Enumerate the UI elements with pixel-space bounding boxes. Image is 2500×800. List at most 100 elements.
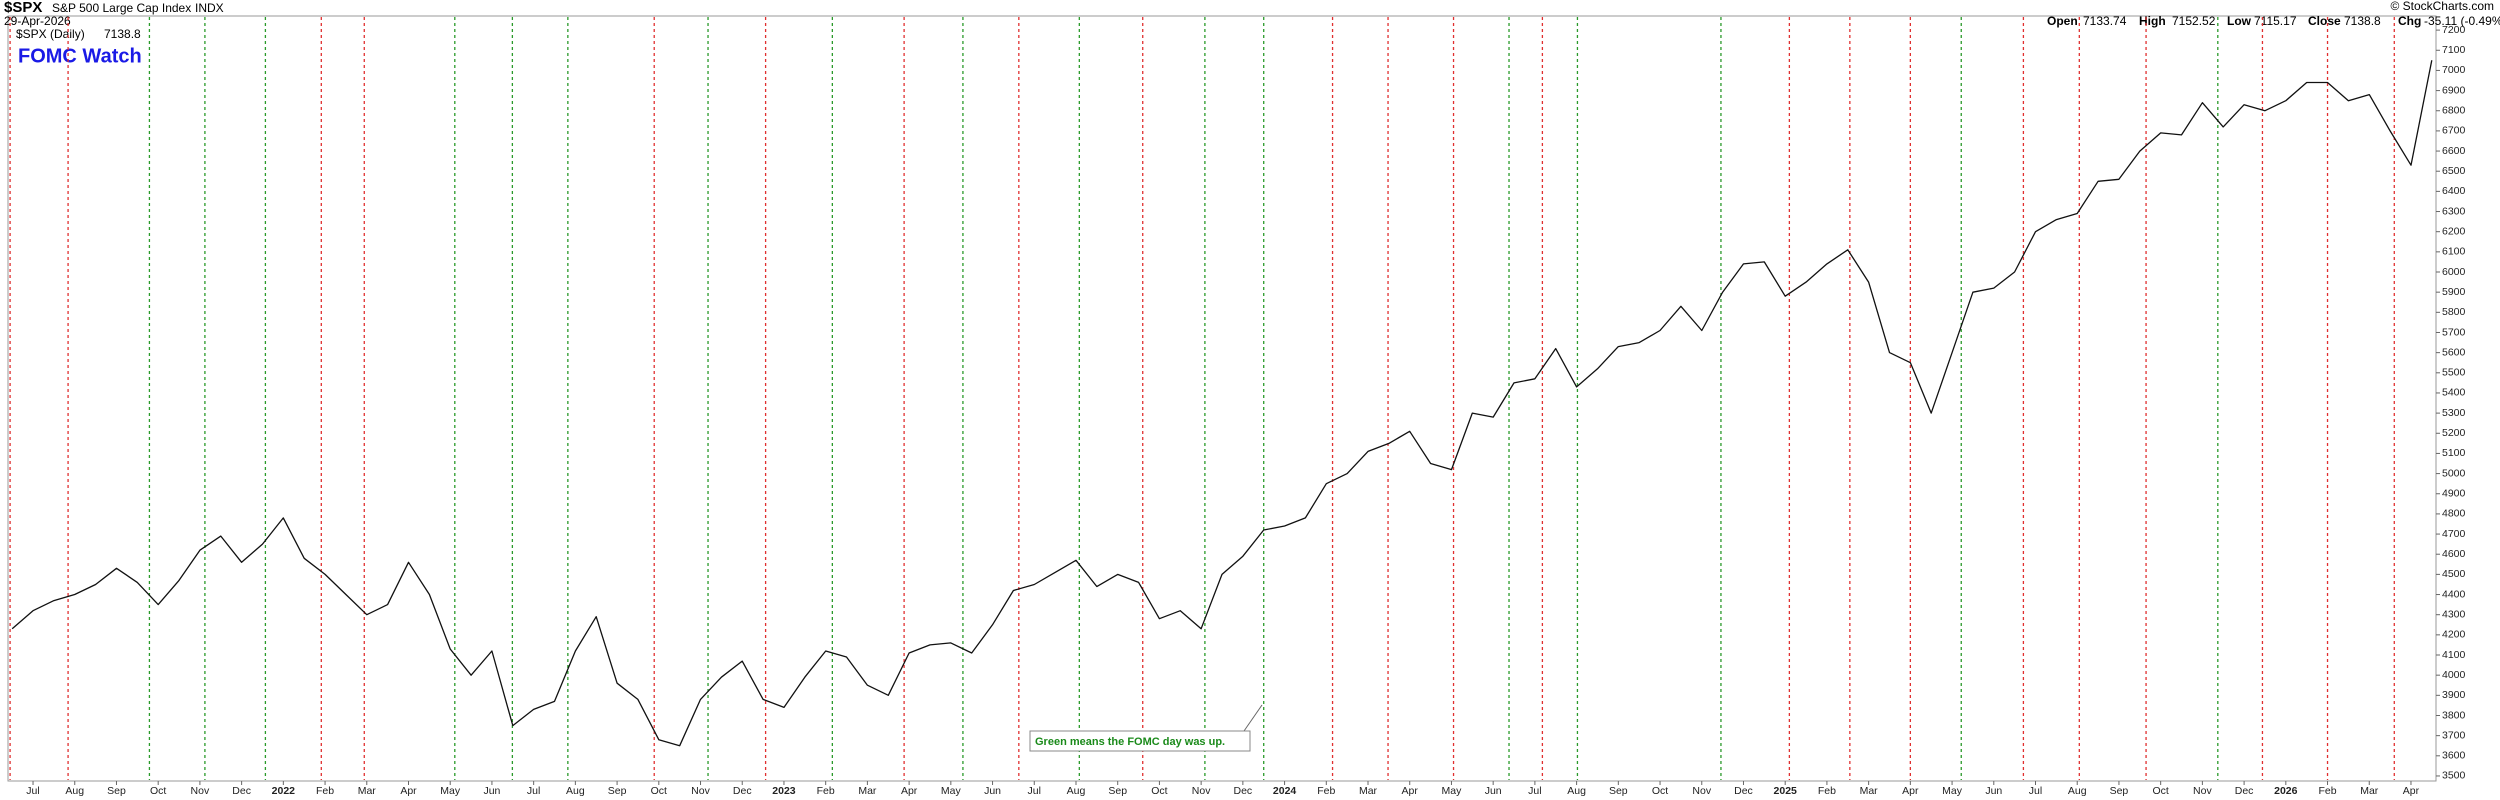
x-tick-label: Jul bbox=[2029, 785, 2042, 797]
x-tick-label: Feb bbox=[1818, 785, 1836, 797]
x-tick-label: Jul bbox=[1028, 785, 1041, 797]
quote-label: Low bbox=[2227, 14, 2252, 28]
x-tick-label: Dec bbox=[2235, 785, 2254, 797]
x-tick-label: Sep bbox=[107, 785, 126, 797]
x-tick-label: Oct bbox=[1151, 785, 1167, 797]
y-tick-label: 6200 bbox=[2442, 225, 2466, 237]
y-tick-label: 4500 bbox=[2442, 568, 2466, 580]
quote-label: Chg bbox=[2398, 14, 2421, 28]
callout-line bbox=[1243, 704, 1263, 732]
x-tick-label: Feb bbox=[2318, 785, 2336, 797]
x-tick-label: 2022 bbox=[272, 785, 296, 797]
y-tick-label: 6800 bbox=[2442, 105, 2466, 117]
x-tick-label: Jun bbox=[1985, 785, 2002, 797]
x-tick-label: Jul bbox=[527, 785, 540, 797]
x-tick-label: May bbox=[1942, 785, 1963, 797]
x-tick-label: Mar bbox=[2360, 785, 2379, 797]
x-tick-label: Mar bbox=[1359, 785, 1378, 797]
credit: © StockCharts.com bbox=[2390, 0, 2494, 13]
x-tick-label: May bbox=[440, 785, 461, 797]
x-tick-label: Jun bbox=[984, 785, 1001, 797]
quote: Open 7133.74 High 7152.52 Low 7115.17 Cl… bbox=[2047, 14, 2500, 28]
y-tick-label: 5100 bbox=[2442, 447, 2466, 459]
quote-label: High bbox=[2139, 14, 2166, 28]
x-tick-label: Apr bbox=[901, 785, 918, 797]
quote-label: Open bbox=[2047, 14, 2078, 28]
exchange: INDX bbox=[195, 1, 224, 15]
x-tick-label: Apr bbox=[400, 785, 417, 797]
x-tick-label: Feb bbox=[817, 785, 835, 797]
y-tick-label: 5600 bbox=[2442, 346, 2466, 358]
y-tick-label: 7100 bbox=[2442, 44, 2466, 56]
x-tick-label: Oct bbox=[150, 785, 166, 797]
y-tick-label: 6700 bbox=[2442, 125, 2466, 137]
x-tick-label: Dec bbox=[1734, 785, 1753, 797]
x-tick-label: May bbox=[1442, 785, 1463, 797]
y-tick-label: 3600 bbox=[2442, 750, 2466, 762]
y-tick-label: 5800 bbox=[2442, 306, 2466, 318]
y-tick-label: 7000 bbox=[2442, 64, 2466, 76]
y-tick-label: 6300 bbox=[2442, 205, 2466, 217]
x-tick-label: Apr bbox=[2403, 785, 2420, 797]
y-tick-label: 4000 bbox=[2442, 669, 2466, 681]
x-tick-label: Oct bbox=[651, 785, 667, 797]
y-tick-label: 4900 bbox=[2442, 488, 2466, 500]
y-tick-label: 3800 bbox=[2442, 709, 2466, 721]
y-tick-label: 5000 bbox=[2442, 467, 2466, 479]
x-tick-label: Feb bbox=[316, 785, 334, 797]
x-tick-label: Jul bbox=[26, 785, 39, 797]
x-tick-label: Feb bbox=[1317, 785, 1335, 797]
y-tick-label: 4200 bbox=[2442, 629, 2466, 641]
x-tick-label: Jun bbox=[1485, 785, 1502, 797]
y-tick-label: 5500 bbox=[2442, 367, 2466, 379]
plot-frame bbox=[7, 15, 2437, 782]
y-tick-label: 5400 bbox=[2442, 387, 2466, 399]
date: 29-Apr-2026 bbox=[4, 14, 71, 28]
y-tick-label: 7200 bbox=[2442, 24, 2466, 36]
y-tick-label: 4600 bbox=[2442, 548, 2466, 560]
y-tick-label: 6100 bbox=[2442, 246, 2466, 258]
quote-value: -35.11 (-0.49%) bbox=[2424, 14, 2500, 28]
x-tick-label: Sep bbox=[1108, 785, 1127, 797]
y-tick-label: 6000 bbox=[2442, 266, 2466, 278]
x-tick-label: Jun bbox=[483, 785, 500, 797]
y-tick-label: 3700 bbox=[2442, 729, 2466, 741]
quote-value: 7152.52 bbox=[2172, 14, 2216, 28]
x-tick-label: Mar bbox=[858, 785, 877, 797]
x-tick-label: Sep bbox=[1609, 785, 1628, 797]
y-tick-label: 4800 bbox=[2442, 508, 2466, 520]
x-tick-label: Aug bbox=[2068, 785, 2087, 797]
quote-value: 7138.8 bbox=[2344, 14, 2381, 28]
x-tick-label: Aug bbox=[566, 785, 585, 797]
y-tick-label: 6400 bbox=[2442, 185, 2466, 197]
y-tick-label: 5900 bbox=[2442, 286, 2466, 298]
annotation-box bbox=[1029, 730, 1251, 752]
x-tick-label: Aug bbox=[1067, 785, 1086, 797]
legend-value: 7138.8 bbox=[104, 27, 141, 41]
price-line bbox=[11, 60, 2433, 747]
x-tick-label: Aug bbox=[1567, 785, 1586, 797]
y-tick-label: 5700 bbox=[2442, 326, 2466, 338]
y-tick-label: 5300 bbox=[2442, 407, 2466, 419]
x-tick-label: Sep bbox=[608, 785, 627, 797]
x-tick-label: Jul bbox=[1528, 785, 1541, 797]
y-tick-label: 4700 bbox=[2442, 528, 2466, 540]
x-tick-label: Apr bbox=[1402, 785, 1419, 797]
x-tick-label: Nov bbox=[691, 785, 710, 797]
chart-title: FOMC Watch bbox=[18, 45, 142, 67]
y-tick-label: 6900 bbox=[2442, 84, 2466, 96]
y-tick-label: 6600 bbox=[2442, 145, 2466, 157]
y-tick-label: 4300 bbox=[2442, 608, 2466, 620]
x-tick-label: Dec bbox=[733, 785, 752, 797]
x-tick-label: Oct bbox=[1652, 785, 1668, 797]
x-tick-label: 2025 bbox=[1774, 785, 1798, 797]
x-tick-label: Mar bbox=[358, 785, 377, 797]
x-tick-label: Dec bbox=[232, 785, 251, 797]
x-tick-label: Nov bbox=[191, 785, 210, 797]
x-tick-label: Oct bbox=[2152, 785, 2168, 797]
quote-label: Close bbox=[2308, 14, 2341, 28]
legend-label: $SPX (Daily) bbox=[16, 27, 85, 41]
index-name: S&P 500 Large Cap Index bbox=[52, 1, 191, 15]
y-tick-label: 4400 bbox=[2442, 588, 2466, 600]
